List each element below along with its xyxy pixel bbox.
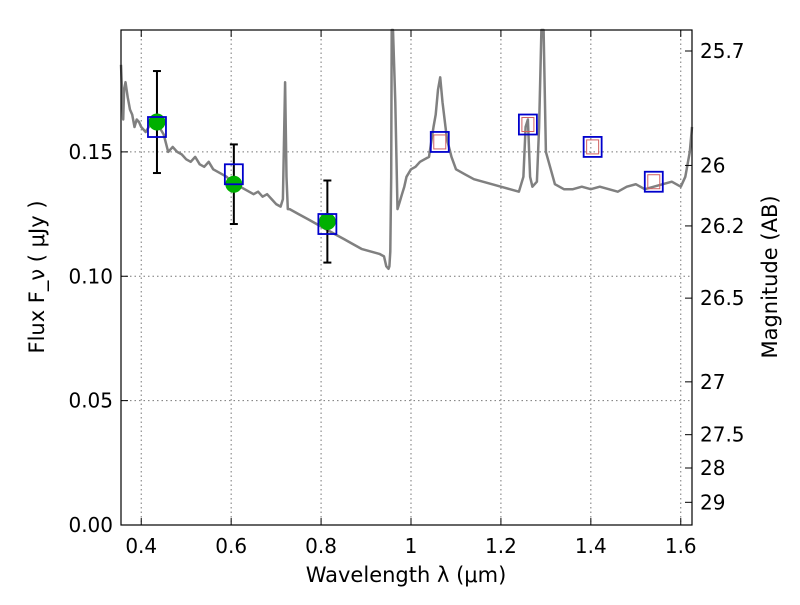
x-tick-label: 1: [405, 534, 418, 558]
model-point-inner-box: [647, 174, 661, 190]
x-tick-label: 1.2: [485, 534, 517, 558]
model-point-box: [517, 113, 538, 136]
y2-axis-title: Magnitude (AB): [758, 195, 782, 358]
mag-tick-label: 26.2: [700, 214, 745, 238]
observed-points: [148, 113, 336, 231]
y-axis-title: Flux F_ν ( μJy ): [25, 200, 50, 353]
y-tick-label: 0.10: [68, 264, 113, 288]
axis-ticks: [121, 30, 692, 526]
mag-tick-label: 25.7: [700, 39, 745, 63]
mag-tick-label: 26.5: [700, 286, 745, 310]
x-tick-label: 1.4: [575, 534, 607, 558]
x-tick-label: 0.4: [125, 534, 157, 558]
y-tick-label: 0.00: [68, 513, 113, 537]
model-point-box: [317, 213, 338, 235]
mag-tick-label: 29: [700, 490, 725, 514]
model-point-inner-box: [433, 134, 447, 150]
y-tick-label: 0.05: [68, 389, 113, 413]
model-point-inner-box: [521, 117, 535, 133]
model-point-inner-box: [586, 139, 600, 155]
grid-lines: [121, 30, 692, 525]
mag-tick-label: 27: [700, 370, 725, 394]
model-points: [147, 113, 664, 235]
model-point-box: [223, 163, 244, 186]
model-point-box: [643, 170, 664, 193]
observed-point: [318, 213, 336, 231]
x-tick-label: 0.8: [305, 534, 337, 558]
model-point-box: [429, 131, 450, 153]
tick-labels: 0.4 0.6 0.8 1 1.2 1.4 1.6 0.00 0.05 0.10 0.15 25.7 2…: [68, 39, 744, 558]
y-tick-label: 0.15: [68, 140, 113, 164]
model-point-box: [147, 116, 167, 138]
x-tick-label: 0.6: [215, 534, 247, 558]
model-point-box: [582, 136, 603, 158]
x-tick-label: 1.6: [665, 534, 697, 558]
plot-frame: [120, 29, 693, 526]
mag-tick-label: 28: [700, 456, 725, 480]
template-spectrum-line: [119, 28, 694, 271]
mag-tick-label: 27.5: [700, 423, 745, 447]
x-axis-title: Wavelength λ (μm): [306, 563, 507, 587]
template-spectrum: [119, 28, 694, 271]
mag-tick-label: 26: [700, 153, 725, 177]
observed-point: [148, 113, 166, 131]
